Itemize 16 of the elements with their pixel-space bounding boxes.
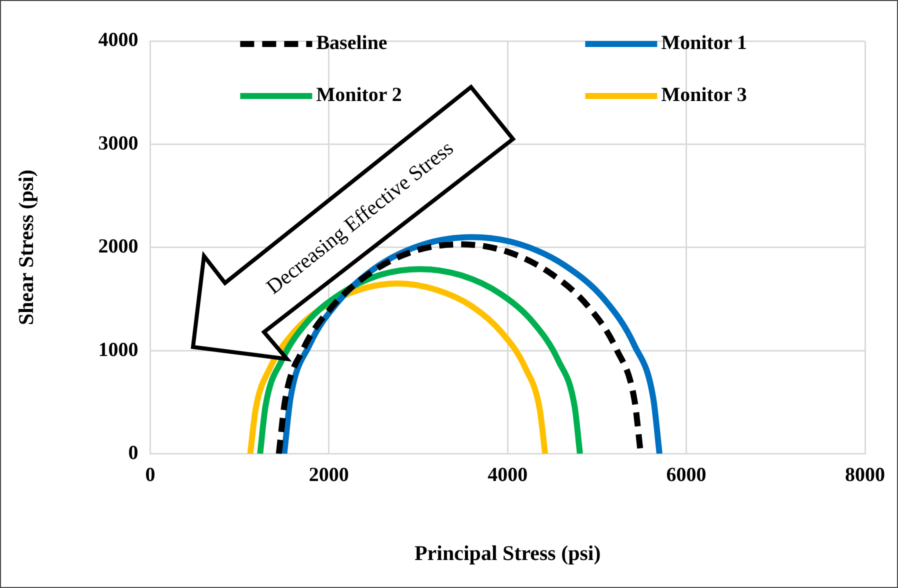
y-tick-label: 4000 xyxy=(98,29,138,52)
x-tick-label: 4000 xyxy=(488,464,528,486)
y-tick-label: 2000 xyxy=(98,236,138,258)
y-tick-label: 0 xyxy=(128,442,138,464)
x-tick-label: 8000 xyxy=(845,464,885,486)
y-tick-label: 3000 xyxy=(98,132,138,154)
legend-label: Baseline xyxy=(316,32,388,54)
legend-label: Monitor 2 xyxy=(316,84,402,106)
y-axis-title: Shear Stress (psi) xyxy=(14,170,38,326)
legend-label: Monitor 3 xyxy=(661,84,747,106)
x-tick-label: 6000 xyxy=(666,464,706,486)
x-tick-label: 0 xyxy=(145,464,156,486)
x-axis-title: Principal Stress (psi) xyxy=(414,540,601,565)
x-tick-label: 2000 xyxy=(308,464,349,486)
y-tick-label: 1000 xyxy=(98,338,138,361)
legend-label: Monitor 1 xyxy=(661,32,747,54)
